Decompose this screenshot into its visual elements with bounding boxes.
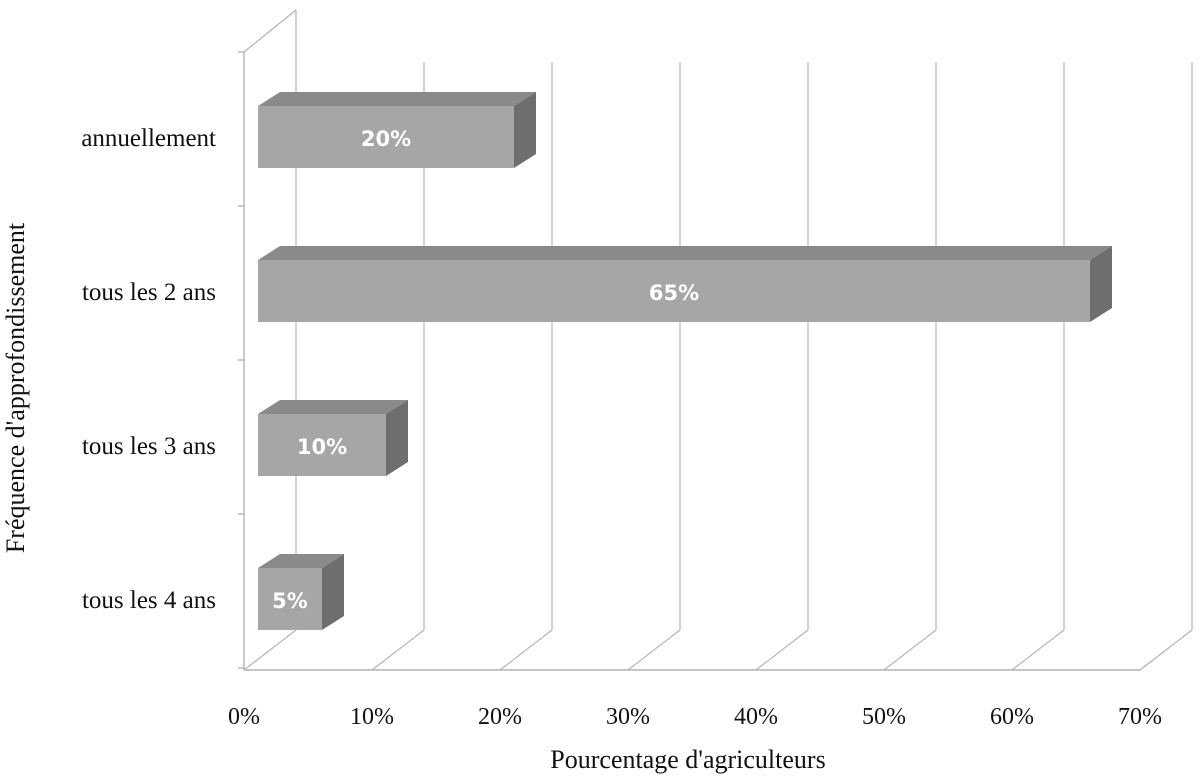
bar [258, 414, 386, 476]
floor-gridline [883, 629, 937, 671]
bar-side-face [322, 554, 344, 630]
bar [258, 106, 514, 168]
x-tick-label: 0% [228, 704, 260, 730]
bar-side-face [1090, 246, 1112, 322]
category-label: tous les 3 ans [82, 433, 216, 460]
category-label: tous les 2 ans [82, 279, 216, 306]
category-label: tous les 4 ans [82, 587, 216, 614]
x-tick-label: 70% [1118, 704, 1162, 730]
bars [258, 92, 1112, 630]
bar-top-face [258, 400, 408, 414]
data-label: 20% [361, 127, 411, 151]
x-tick-label: 10% [350, 704, 394, 730]
data-label: 65% [649, 281, 699, 305]
floor-gridline [1011, 629, 1065, 671]
bar [258, 260, 1090, 322]
axes [238, 51, 1140, 671]
data-label: 10% [297, 435, 347, 459]
floor-gridline [371, 629, 425, 671]
labels: 0% 10% 20% 30% 40% 50% 60% 70% 20% annuellement 65… [81, 125, 1162, 730]
bar-group [258, 92, 536, 168]
data-label: 5% [272, 589, 308, 613]
x-tick-label: 40% [734, 704, 778, 730]
floor-gridline [755, 629, 809, 671]
floor-gridline [243, 629, 297, 671]
x-tick-label: 60% [990, 704, 1034, 730]
x-tick-label: 50% [862, 704, 906, 730]
x-tick-label: 30% [606, 704, 650, 730]
category-label: annuellement [81, 125, 216, 152]
floor-gridline [1139, 629, 1193, 671]
x-axis-label: Pourcentage d'agriculteurs [550, 745, 825, 774]
bar-top-face [258, 554, 344, 568]
bar-group [258, 400, 408, 476]
bar-top-face [258, 92, 536, 106]
floor-gridline [627, 629, 681, 671]
bar-side-face [386, 400, 408, 476]
bar-top-face [258, 246, 1112, 260]
floor-gridline [499, 629, 553, 671]
bar-side-face [514, 92, 536, 168]
bar [258, 568, 322, 630]
side-wall-top-edge [243, 9, 297, 53]
bar-group [258, 554, 344, 630]
bar-group [258, 246, 1112, 322]
x-tick-label: 20% [478, 704, 522, 730]
y-axis-label: Fréquence d'approfondissement [1, 222, 30, 553]
